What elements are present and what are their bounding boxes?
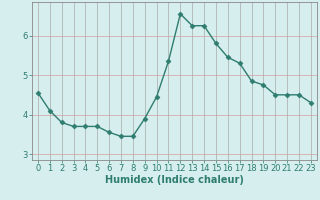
X-axis label: Humidex (Indice chaleur): Humidex (Indice chaleur) bbox=[105, 175, 244, 185]
